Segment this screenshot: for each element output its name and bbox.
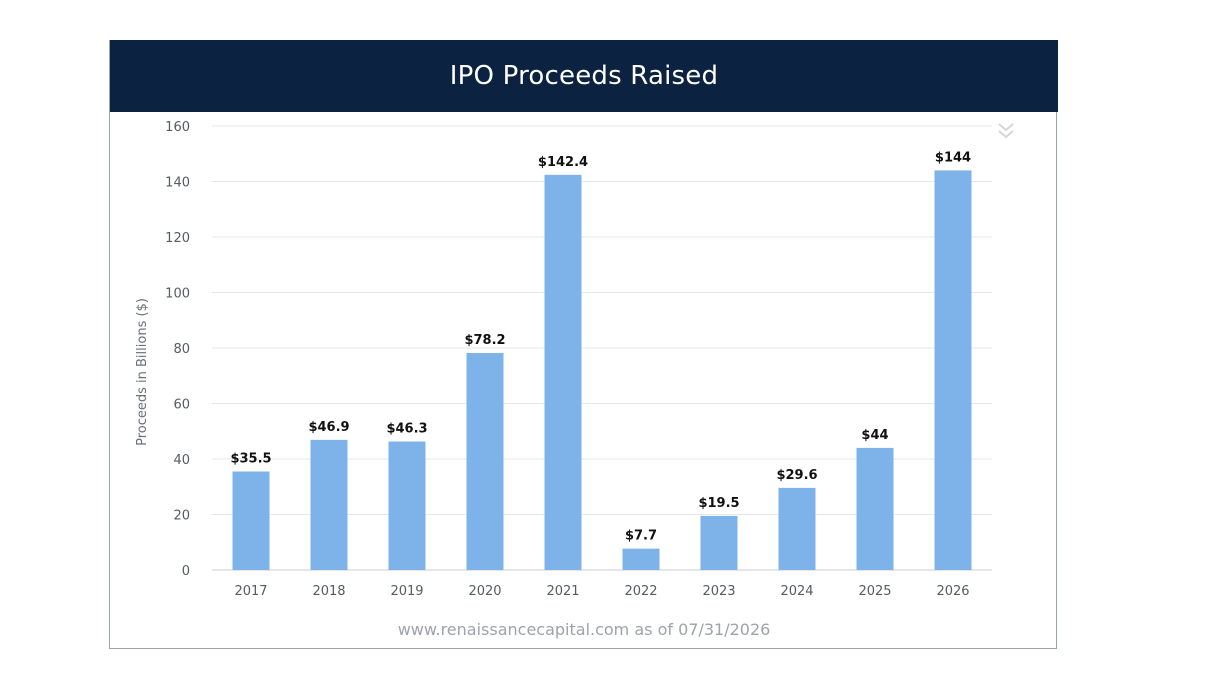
source-credit: www.renaissancecapital.com as of 07/31/2… bbox=[397, 620, 771, 639]
chart-title: IPO Proceeds Raised bbox=[449, 61, 719, 91]
y-axis-title: Proceeds in Billions ($) bbox=[135, 298, 150, 446]
y-tick-label: 80 bbox=[173, 342, 190, 357]
bar-2026[interactable] bbox=[934, 170, 972, 570]
x-axis-ticks: 2017 2018 2019 2020 2021 2022 2023 2024 2025 2026 bbox=[234, 584, 969, 599]
bar-2025[interactable] bbox=[856, 447, 894, 570]
data-label-2024: $29.6 bbox=[776, 468, 817, 483]
bar-2018[interactable] bbox=[310, 439, 348, 570]
data-label-2017: $35.5 bbox=[230, 451, 271, 466]
x-tick-label-2019: 2019 bbox=[390, 584, 423, 599]
chart-header: IPO Proceeds Raised bbox=[110, 40, 1058, 112]
data-label-2026: $144 bbox=[935, 150, 971, 165]
data-label-2023: $19.5 bbox=[698, 496, 739, 511]
data-label-2019: $46.3 bbox=[386, 422, 427, 437]
x-tick-label-2022: 2022 bbox=[624, 584, 657, 599]
bar-2024[interactable] bbox=[778, 487, 816, 570]
y-tick-label: 120 bbox=[165, 231, 190, 246]
bars bbox=[232, 170, 972, 570]
y-tick-label: 20 bbox=[173, 509, 190, 524]
y-tick-label: 40 bbox=[173, 453, 190, 468]
gridlines bbox=[212, 125, 992, 571]
data-label-2020: $78.2 bbox=[464, 333, 505, 348]
bar-2021[interactable] bbox=[544, 174, 582, 570]
x-tick-label-2018: 2018 bbox=[312, 584, 345, 599]
double-chevron-down-icon[interactable] bbox=[996, 122, 1016, 140]
x-tick-label-2020: 2020 bbox=[468, 584, 501, 599]
bar-2023[interactable] bbox=[700, 515, 738, 570]
y-tick-label: 60 bbox=[173, 398, 190, 413]
y-axis-ticks: 0 20 40 60 80 100 120 140 160 bbox=[165, 120, 190, 579]
data-label-2018: $46.9 bbox=[308, 420, 349, 435]
bar-2019[interactable] bbox=[388, 441, 426, 570]
bar-2017[interactable] bbox=[232, 471, 270, 570]
bar-2022[interactable] bbox=[622, 548, 660, 570]
y-tick-label: 140 bbox=[165, 176, 190, 191]
bar-chart: 0 20 40 60 80 100 120 140 160 $35.5 $46.9 $46.3 $78… bbox=[135, 120, 992, 599]
y-tick-label: 160 bbox=[165, 120, 190, 135]
x-tick-label-2021: 2021 bbox=[546, 584, 579, 599]
x-tick-label-2025: 2025 bbox=[858, 584, 891, 599]
x-tick-label-2023: 2023 bbox=[702, 584, 735, 599]
x-tick-label-2017: 2017 bbox=[234, 584, 267, 599]
bar-2020[interactable] bbox=[466, 352, 504, 570]
x-tick-label-2024: 2024 bbox=[780, 584, 813, 599]
chart-card: IPO Proceeds Raised 0 20 40 60 80 100 120 140 16… bbox=[109, 40, 1058, 649]
data-label-2022: $7.7 bbox=[625, 529, 657, 544]
data-label-2025: $44 bbox=[861, 428, 888, 443]
data-labels: $35.5 $46.9 $46.3 $78.2 $142.4 $7.7 $19.5 $29.6… bbox=[230, 150, 971, 543]
y-tick-label: 100 bbox=[165, 287, 190, 302]
data-label-2021: $142.4 bbox=[538, 155, 588, 170]
x-tick-label-2026: 2026 bbox=[936, 584, 969, 599]
y-tick-label: 0 bbox=[182, 564, 190, 579]
